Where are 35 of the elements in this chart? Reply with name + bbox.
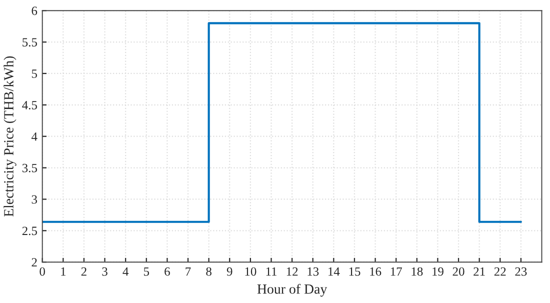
x-tick-label: 7 [186,267,191,276]
x-tick-label: 2 [81,267,86,276]
y-tick-label: 4 [31,132,38,141]
x-tick-label: 22 [494,267,506,276]
y-tick-label: 6 [32,6,38,16]
y-tick-label: 3 [32,195,37,204]
x-tick-label: 1 [61,267,66,276]
x-tick-label: 13 [308,267,319,276]
y-tick-label: 2 [32,258,37,266]
x-tick-label: 18 [412,267,423,276]
x-tick-label: 0 [40,267,45,276]
x-tick-label: 20 [452,267,464,276]
y-tick-label: 2.5 [22,226,37,236]
x-tick-label: 15 [349,267,360,276]
x-tick-label: 19 [432,267,444,276]
x-tick-label: 17 [390,267,402,276]
x-axis-title: Hour of Day [257,284,328,297]
x-tick-label: 23 [515,267,527,276]
x-tick-label: 5 [144,267,150,276]
y-tick-label: 4.5 [22,101,37,110]
x-tick-label: 8 [206,267,212,276]
x-tick-label: 21 [474,267,485,276]
x-tick-label: 14 [328,267,340,276]
x-tick-label: 3 [102,267,108,276]
x-tick-label: 6 [164,267,170,276]
y-tick-label: 5.5 [22,38,37,47]
x-tick-label: 16 [370,267,382,276]
y-axis-title: Electricity Price (THB/kWh) [4,56,16,217]
y-tick-label: 5 [32,70,37,78]
x-tick-label: 4 [122,267,129,276]
x-tick-label: 12 [286,267,298,276]
y-tick-label: 3.5 [22,164,37,172]
x-tick-label: 9 [226,267,232,276]
x-tick-label: 11 [266,267,277,276]
x-tick-label: 10 [245,267,256,276]
